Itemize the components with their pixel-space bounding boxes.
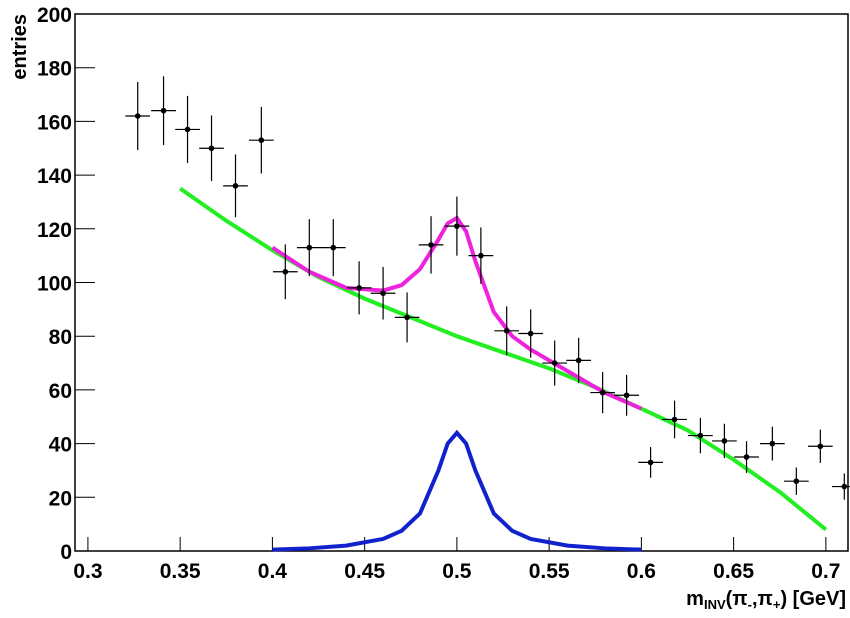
fit-curve [272, 429, 642, 552]
data-point [841, 483, 848, 490]
data-point [306, 244, 313, 251]
data-point [697, 432, 704, 439]
frame [74, 13, 849, 552]
data-point [282, 268, 289, 275]
fit-curve [179, 186, 828, 532]
data-point [721, 438, 728, 444]
data-point [743, 454, 750, 460]
y-tick-label: 140 [37, 165, 72, 188]
data-point [454, 223, 460, 229]
x-tick-label: 0.65 [713, 560, 754, 583]
data-point [404, 314, 410, 321]
x-tick-label: 0.4 [258, 560, 288, 583]
x-tick-label: 0.35 [160, 560, 201, 583]
data-point [817, 443, 824, 450]
data-point [769, 440, 776, 447]
y-tick-label: 60 [49, 380, 72, 403]
data-point [575, 357, 582, 364]
y-tick-label: 200 [37, 4, 72, 27]
data-point [184, 126, 191, 133]
data-point [599, 389, 606, 396]
data-point [160, 107, 167, 114]
data-point [551, 360, 558, 366]
y-tick-label: 0 [60, 541, 72, 564]
y-tick-label: 80 [49, 326, 72, 349]
x-tick-label: 0.3 [73, 560, 102, 583]
data-point [258, 137, 265, 143]
data-point [380, 290, 386, 297]
y-axis-title: entries [9, 14, 31, 80]
y-tick-label: 160 [37, 111, 72, 134]
y-tick-label: 100 [37, 273, 72, 296]
x-tick-label: 0.55 [529, 560, 570, 583]
data-point [623, 392, 630, 399]
data-point [330, 244, 337, 251]
data-point [527, 330, 534, 337]
x-tick-label: 0.7 [811, 560, 840, 583]
data-point [647, 459, 654, 466]
data-point [208, 145, 215, 152]
data-point [503, 328, 510, 334]
y-tick-label: 180 [37, 58, 72, 81]
x-axis-title: mINV(π-,π+) [GeV] [686, 588, 846, 612]
y-tick-label: 20 [49, 487, 72, 510]
y-tick-label: 40 [49, 434, 72, 457]
y-tick-label: 120 [37, 219, 72, 242]
data-point [478, 252, 484, 259]
data-point [232, 183, 239, 189]
x-tick-label: 0.6 [627, 560, 656, 583]
data-point [134, 113, 141, 119]
x-tick-label: 0.5 [442, 560, 472, 583]
data-point [671, 416, 678, 423]
data-point [356, 285, 362, 291]
data-point [428, 242, 434, 248]
x-tick-label: 0.45 [344, 560, 385, 583]
data-point [793, 478, 800, 484]
